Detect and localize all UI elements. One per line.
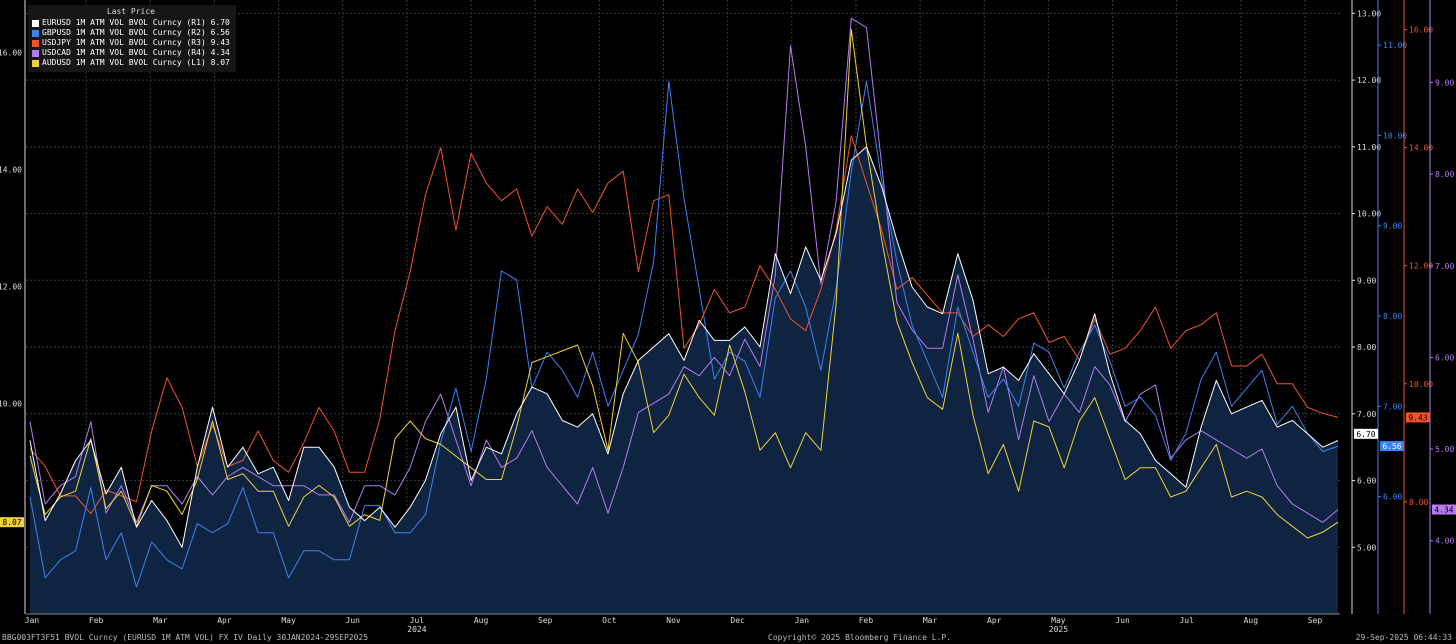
axis-tick-label: 16.00 — [0, 48, 22, 57]
x-tick-label: Aug — [474, 616, 489, 625]
footer-copyright: Copyright© 2025 Bloomberg Finance L.P. — [768, 633, 952, 642]
last-value-tag-eurusd — [1354, 428, 1378, 439]
series-line-audusd — [29, 28, 1339, 539]
last-value-label-eurusd: 6.70 — [1356, 430, 1375, 439]
legend-item-usdjpy: USDJPY 1M ATM VOL BVOL Curncy (R3) 9.43 — [32, 38, 230, 48]
x-tick-label: Oct — [602, 616, 617, 625]
legend-label: GBPUSD 1M ATM VOL BVOL Curncy (R2) 6.56 — [42, 28, 230, 37]
x-tick-label: May — [281, 616, 296, 625]
x-tick-label: Sep — [1308, 616, 1323, 625]
last-value-tag-audusd — [0, 517, 24, 528]
legend-item-gbpusd: GBPUSD 1M ATM VOL BVOL Curncy (R2) 6.56 — [32, 28, 230, 38]
legend: Last Price EURUSD 1M ATM VOL BVOL Curncy… — [28, 5, 236, 72]
x-tick-label: Jun — [1115, 616, 1130, 625]
legend-swatch — [32, 29, 39, 37]
legend-label: USDCAD 1M ATM VOL BVOL Curncy (R4) 4.34 — [42, 48, 230, 57]
series-line-gbpusd — [29, 80, 1339, 588]
legend-item-eurusd: EURUSD 1M ATM VOL BVOL Curncy (R1) 6.70 — [32, 18, 230, 28]
axis-tick-label: 7.00 — [1357, 410, 1376, 419]
last-value-tag-usdcad — [1432, 504, 1456, 515]
legend-item-usdcad: USDCAD 1M ATM VOL BVOL Curncy (R4) 4.34 — [32, 48, 230, 58]
axis-tick-label: 10.00 — [1383, 131, 1407, 140]
last-value-tag-usdjpy — [1406, 412, 1430, 423]
x-tick-label: Jul — [1179, 616, 1194, 625]
axis-tick-label: 12.00 — [1409, 262, 1433, 271]
axis-tick-label: 16.00 — [1409, 26, 1433, 35]
axis-tick-label: 9.00 — [1383, 222, 1402, 231]
axis-tick-label: 5.00 — [1357, 543, 1376, 552]
x-tick-label: Aug — [1244, 616, 1259, 625]
axis-tick-label: 8.00 — [1357, 343, 1376, 352]
x-tick-label: Apr — [987, 616, 1002, 625]
axis-tick-label: 10.00 — [0, 399, 22, 408]
x-year-label: 2025 — [1049, 625, 1068, 634]
axis-tick-label: 6.00 — [1435, 353, 1454, 362]
axis-tick-label: 6.00 — [1357, 477, 1376, 486]
x-tick-label: Apr — [217, 616, 232, 625]
footer-timestamp: 29-Sep-2025 06:44:33 — [1355, 633, 1452, 642]
axis-tick-label: 8.00 — [1409, 498, 1428, 507]
x-tick-label: Feb — [89, 616, 104, 625]
footer-source: BBG003FT3F51 BVOL Curncy (EURUSD 1M ATM … — [2, 633, 369, 642]
x-tick-label: Feb — [859, 616, 874, 625]
axis-tick-label: 6.00 — [1383, 493, 1402, 502]
axes: 16.0014.0012.0010.0013.0012.0011.0010.00… — [0, 0, 1454, 614]
axis-tick-label: 7.00 — [1435, 262, 1454, 271]
legend-swatch — [32, 39, 39, 47]
axis-tick-label: 11.00 — [1383, 41, 1407, 50]
legend-swatch — [32, 19, 39, 27]
x-tick-label: Mar — [153, 616, 168, 625]
axis-tick-label: 8.00 — [1383, 312, 1402, 321]
axis-tick-label: 5.00 — [1435, 445, 1454, 454]
last-value-tag-gbpusd — [1380, 441, 1404, 452]
series-line-eurusd — [29, 146, 1339, 548]
axis-tick-label: 10.00 — [1357, 210, 1381, 219]
x-tick-label: Jul — [410, 616, 425, 625]
x-tick-label: Jan — [795, 616, 810, 625]
axis-tick-label: 12.00 — [1357, 76, 1381, 85]
x-tick-label: Nov — [666, 616, 681, 625]
axis-tick-label: 8.00 — [1435, 170, 1454, 179]
axis-tick-label: 7.00 — [1383, 402, 1402, 411]
axis-tick-label: 14.00 — [0, 165, 22, 174]
legend-swatch — [32, 59, 39, 67]
x-tick-label: Sep — [538, 616, 553, 625]
x-axis: Jan Feb Mar Apr May Jun Jul Aug Sep Oct Nov Dec Jan F… — [25, 613, 1340, 634]
x-tick-label: Dec — [730, 616, 745, 625]
axis-tick-label: 9.00 — [1357, 276, 1376, 285]
axis-tick-label: 11.00 — [1357, 143, 1381, 152]
series-line-usdjpy — [29, 135, 1339, 515]
series-line-usdcad — [29, 17, 1339, 523]
last-value-label-audusd: 8.07 — [2, 518, 21, 527]
eurusd-area — [30, 146, 1338, 615]
x-tick-label: Jan — [25, 616, 40, 625]
x-tick-label: Mar — [923, 616, 938, 625]
legend-swatch — [32, 49, 39, 57]
x-tick-label: Jun — [346, 616, 361, 625]
axis-tick-label: 14.00 — [1409, 144, 1433, 153]
legend-label: AUDUSD 1M ATM VOL BVOL Curncy (L1) 8.07 — [42, 58, 230, 67]
series-lines — [29, 17, 1339, 588]
axis-tick-label: 10.00 — [1409, 380, 1433, 389]
axis-tick-label: 12.00 — [0, 282, 22, 291]
x-year-label: 2024 — [407, 625, 426, 634]
last-value-tags: 8.07 6.70 6.56 9.43 4.34 — [0, 412, 1456, 528]
legend-label: EURUSD 1M ATM VOL BVOL Curncy (R1) 6.70 — [42, 18, 230, 27]
axis-tick-label: 13.00 — [1357, 9, 1381, 18]
last-value-label-usdcad: 4.34 — [1434, 506, 1453, 515]
x-tick-label: May — [1051, 616, 1066, 625]
legend-header: Last Price — [106, 7, 155, 16]
last-value-label-usdjpy: 9.43 — [1408, 413, 1427, 422]
axis-tick-label: 4.00 — [1435, 537, 1454, 546]
last-value-label-gbpusd: 6.56 — [1382, 442, 1401, 451]
area-fill — [30, 146, 1338, 615]
legend-label: USDJPY 1M ATM VOL BVOL Curncy (R3) 9.43 — [42, 38, 230, 47]
legend-item-audusd: AUDUSD 1M ATM VOL BVOL Curncy (L1) 8.07 — [32, 58, 230, 68]
axis-tick-label: 9.00 — [1435, 78, 1454, 87]
